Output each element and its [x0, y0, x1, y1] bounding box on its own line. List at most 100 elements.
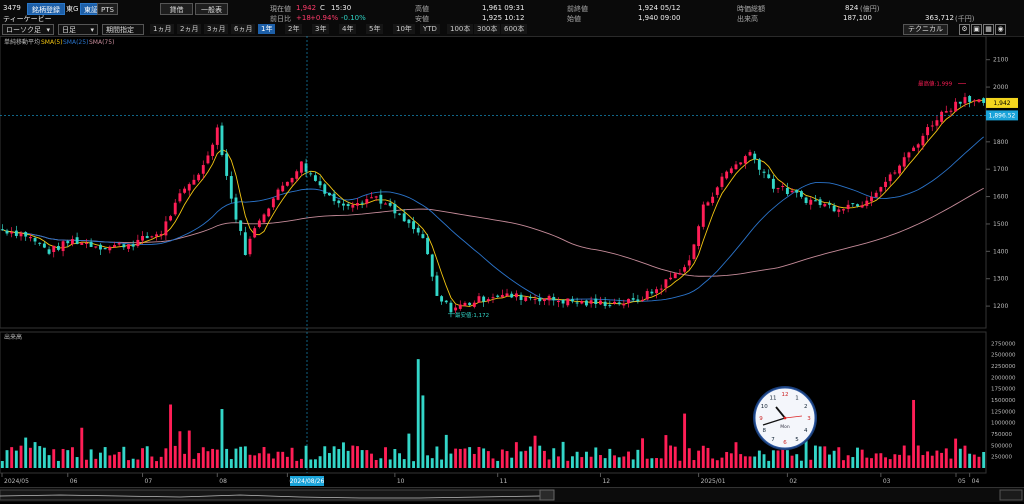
open-value: 1,940 09:00	[638, 14, 681, 22]
clock-center	[783, 416, 787, 420]
volume-tick-10: 2750000	[991, 341, 1016, 347]
volume-bar-154	[720, 457, 724, 468]
interval-select[interactable]: 日足 ▾	[58, 24, 98, 35]
volume-bar-75	[351, 445, 355, 468]
volume-bar-32	[150, 456, 154, 468]
legend-title: 単純移動平均	[4, 38, 40, 46]
watch-button[interactable]: 銘柄登録	[27, 3, 65, 15]
volume-bar-111	[519, 451, 523, 468]
price-chart[interactable]: 単純移動平均 SMA(5) SMA(25) SMA(75)12001300140015…	[0, 36, 1024, 487]
volume-tick-8: 2250000	[991, 364, 1016, 370]
volume-tick-0: 250000	[991, 455, 1012, 461]
chart-type-select[interactable]: ローソク足 ▾	[2, 24, 54, 35]
volume-bar-80	[374, 459, 378, 468]
volume-bar-181	[846, 455, 850, 468]
candle-body-16	[75, 237, 79, 244]
candle-body-116	[542, 298, 546, 302]
candle-body-168	[785, 187, 789, 195]
volume-bar-86	[402, 459, 406, 468]
candle-body-153	[715, 187, 719, 195]
settings-icon[interactable]: ⚙	[959, 24, 970, 35]
range-tab-0[interactable]: 1ヵ月	[150, 24, 175, 34]
volume-bar-74	[346, 450, 350, 468]
range-tab-6[interactable]: 3年	[312, 24, 330, 34]
volume-bar-83	[388, 459, 392, 468]
range-tab-9[interactable]: 10年	[393, 24, 415, 34]
candle-body-62	[290, 178, 294, 183]
volume-bar-155	[725, 451, 729, 468]
candle-body-15	[70, 239, 74, 245]
credit-button[interactable]: 貸借	[160, 3, 193, 15]
candle-body-52	[243, 232, 247, 255]
candle-body-92	[430, 254, 434, 277]
candle-body-73	[342, 203, 345, 206]
price-tick-6: 1800	[993, 139, 1008, 146]
candle-body-149	[697, 226, 701, 247]
range-mode-value: 期間指定	[106, 26, 134, 34]
volume-bar-178	[832, 450, 836, 468]
candle-body-192	[898, 165, 901, 174]
volume-bar-166	[776, 450, 780, 468]
candle-body-178	[832, 205, 836, 212]
volume-bar-30	[141, 448, 144, 468]
candle-body-61	[285, 181, 289, 186]
lock-icon[interactable]: ▣	[971, 24, 982, 35]
range-tab-13[interactable]: 600本	[501, 24, 528, 34]
range-tab-2[interactable]: 3ヵ月	[204, 24, 229, 34]
volume-bar-135	[631, 459, 635, 468]
candle-body-133	[622, 303, 626, 306]
candle-body-188	[879, 187, 883, 192]
candle-body-12	[56, 245, 60, 250]
candle-body-169	[790, 190, 794, 193]
range-tab-1[interactable]: 2ヵ月	[177, 24, 202, 34]
candle-body-72	[337, 200, 341, 204]
volume-bar-20	[94, 458, 98, 468]
candle-body-117	[547, 295, 551, 301]
candle-body-181	[846, 204, 850, 209]
volume-bar-46	[215, 449, 219, 468]
range-tab-10[interactable]: YTD	[420, 24, 440, 34]
price-label: 現在値	[270, 5, 291, 13]
volume-bar-104	[486, 451, 490, 468]
candle-body-36	[169, 216, 173, 221]
candle-body-53	[248, 238, 252, 255]
volume-bar-71	[332, 446, 336, 468]
camera-icon[interactable]: ◉	[995, 24, 1006, 35]
range-tab-4[interactable]: 1年	[258, 24, 276, 34]
volume-bar-106	[496, 460, 500, 468]
candle-body-29	[136, 239, 140, 247]
volume-bar-160	[748, 456, 752, 468]
range-tab-5[interactable]: 2年	[285, 24, 303, 34]
range-tab-7[interactable]: 4年	[339, 24, 357, 34]
mcap-value: 824	[845, 4, 859, 12]
chart-scrollbar[interactable]	[0, 487, 1024, 502]
range-mode-select[interactable]: 期間指定	[102, 24, 144, 35]
chevron-down-icon: ▾	[90, 26, 94, 34]
candle-body-138	[645, 291, 649, 300]
range-tab-8[interactable]: 5年	[366, 24, 384, 34]
candle-body-70	[327, 192, 331, 196]
candle-body-75	[351, 204, 355, 208]
venue-tse-button[interactable]: 東証	[80, 3, 102, 15]
volume-bar-52	[243, 446, 247, 468]
volume-bar-94	[440, 459, 444, 468]
range-tab-11[interactable]: 100本	[447, 24, 474, 34]
change-label: 前日比	[270, 15, 291, 23]
volume-tick-5: 1500000	[991, 398, 1016, 404]
candle-body-125	[585, 300, 588, 306]
technical-button[interactable]: テクニカル	[903, 24, 948, 35]
candle-body-151	[706, 202, 710, 206]
general-button[interactable]: 一般表	[195, 3, 228, 15]
candle-body-144	[673, 273, 677, 279]
volume-bar-134	[627, 451, 630, 468]
candle-body-33	[155, 234, 158, 237]
range-tab-3[interactable]: 6ヵ月	[231, 24, 256, 34]
scroll-handle[interactable]	[539, 489, 555, 501]
volume-bar-31	[145, 446, 149, 468]
candle-body-25	[117, 243, 121, 245]
grid-icon[interactable]: ▦	[983, 24, 994, 35]
clock-numeral-5: 5	[795, 437, 799, 443]
range-tab-12[interactable]: 300本	[474, 24, 501, 34]
candle-body-56	[262, 214, 266, 223]
venue-pts-button[interactable]: PTS	[97, 3, 118, 15]
